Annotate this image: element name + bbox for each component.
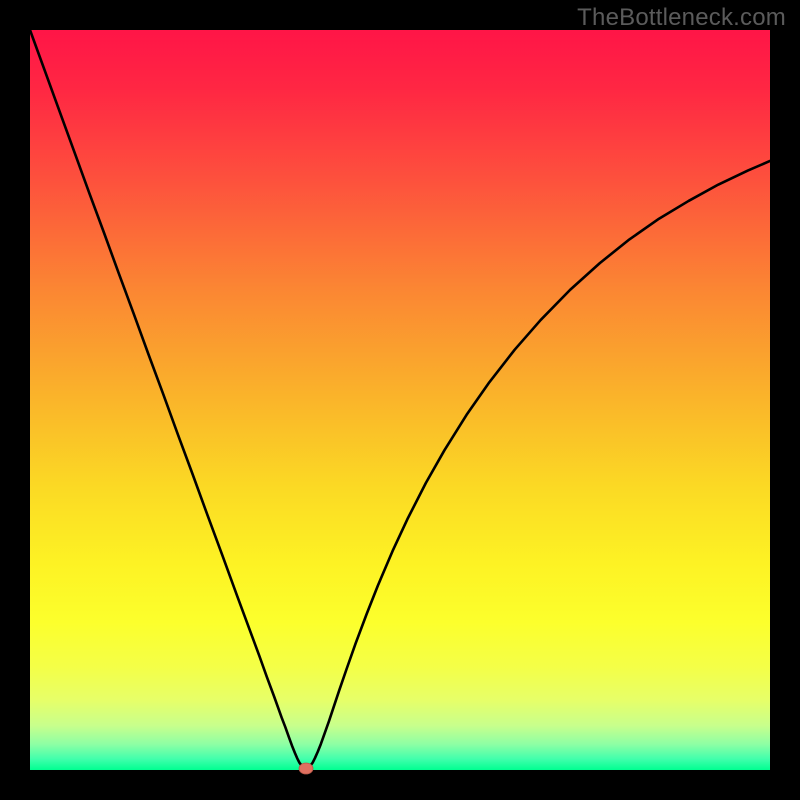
minimum-marker [299, 763, 313, 774]
watermark-text: TheBottleneck.com [577, 4, 786, 32]
chart-container: { "watermark": { "text": "TheBottleneck.… [0, 0, 800, 800]
bottleneck-chart [0, 0, 800, 800]
chart-plot-background [30, 30, 770, 770]
